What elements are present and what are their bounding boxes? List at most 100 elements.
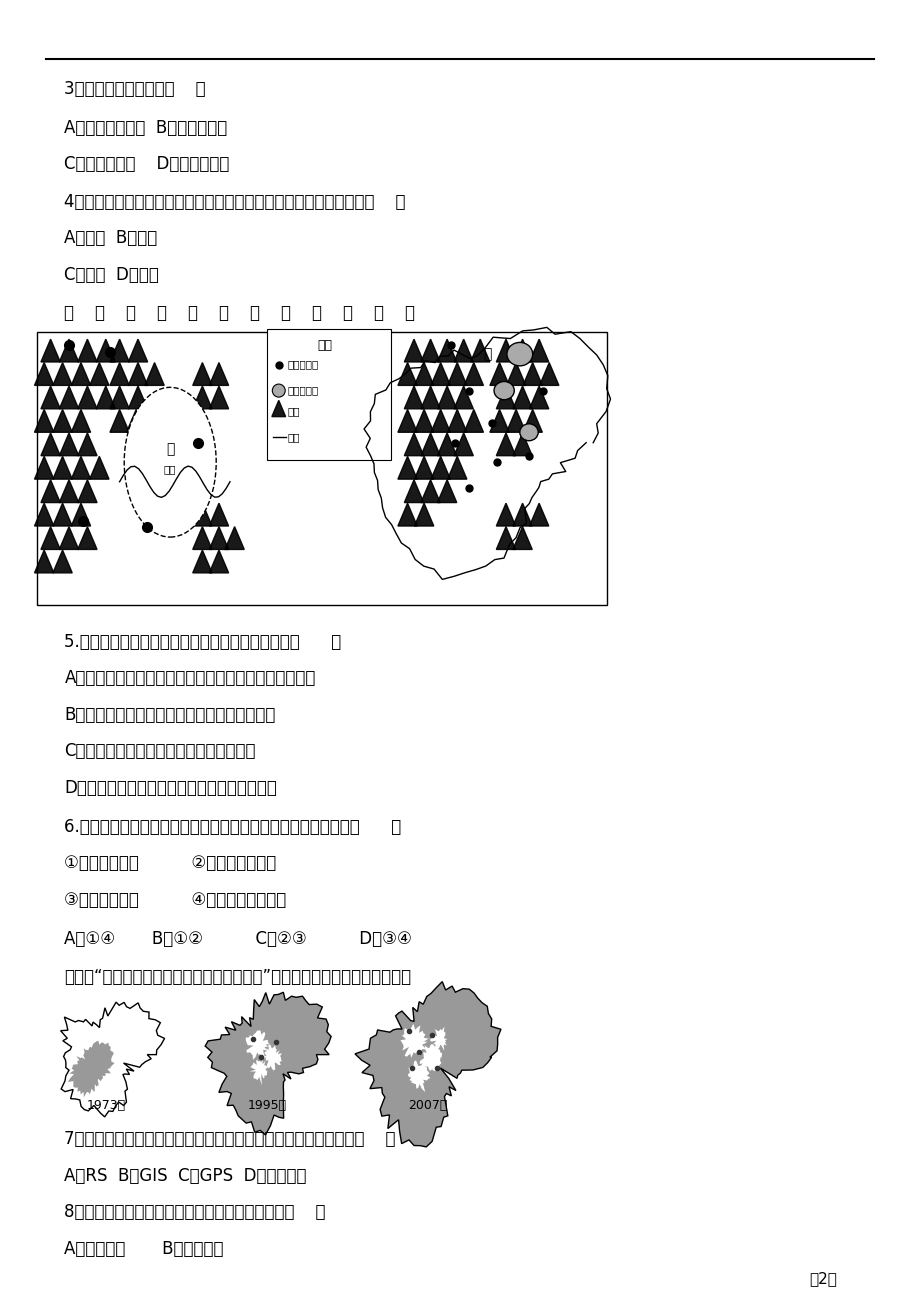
Text: ①夏季热量充足          ②劳动力价格较低: ①夏季热量充足 ②劳动力价格较低 xyxy=(64,854,277,872)
Polygon shape xyxy=(110,409,129,432)
Polygon shape xyxy=(490,409,509,432)
Bar xyxy=(37,332,607,605)
Bar xyxy=(267,329,391,460)
Polygon shape xyxy=(513,432,531,456)
Polygon shape xyxy=(397,409,417,432)
Text: 6.甲、乙两区域分别盛产棉花和天然橡胶，其共同的区位优势是（      ）: 6.甲、乙两区域分别盛产棉花和天然橡胶，其共同的区位优势是（ ） xyxy=(64,818,402,836)
Polygon shape xyxy=(523,363,541,385)
Text: 甲: 甲 xyxy=(165,443,175,456)
Polygon shape xyxy=(210,385,229,409)
Polygon shape xyxy=(35,549,53,573)
Polygon shape xyxy=(471,340,489,362)
Polygon shape xyxy=(96,340,116,362)
Polygon shape xyxy=(90,457,109,479)
Polygon shape xyxy=(90,363,109,385)
Text: －2－: －2－ xyxy=(809,1271,836,1286)
Polygon shape xyxy=(400,1023,428,1057)
Polygon shape xyxy=(72,457,90,479)
Polygon shape xyxy=(437,432,456,456)
Polygon shape xyxy=(245,1030,269,1060)
Text: A．甲区域以冰雪融水补给为主，乙区域以雨水补给为主: A．甲区域以冰雪融水补给为主，乙区域以雨水补给为主 xyxy=(64,669,315,687)
Polygon shape xyxy=(454,432,473,456)
Text: A．森林覆盖率高  B．年降水量多: A．森林覆盖率高 B．年降水量多 xyxy=(64,118,227,137)
Polygon shape xyxy=(129,363,148,385)
Polygon shape xyxy=(193,363,211,385)
Polygon shape xyxy=(496,504,516,526)
Polygon shape xyxy=(145,363,165,385)
Polygon shape xyxy=(60,385,78,409)
Polygon shape xyxy=(61,1003,165,1117)
Polygon shape xyxy=(496,340,516,362)
Polygon shape xyxy=(53,363,72,385)
Polygon shape xyxy=(35,457,53,479)
Polygon shape xyxy=(96,385,116,409)
Text: 3．与乙地相比，甲地（    ）: 3．与乙地相比，甲地（ ） xyxy=(64,79,206,98)
Polygon shape xyxy=(421,385,440,409)
Polygon shape xyxy=(68,1040,115,1098)
Text: A．地形  B．水文: A．地形 B．水文 xyxy=(64,229,157,247)
Polygon shape xyxy=(210,363,229,385)
Polygon shape xyxy=(404,480,424,503)
Polygon shape xyxy=(205,992,331,1135)
Polygon shape xyxy=(414,457,434,479)
Polygon shape xyxy=(496,432,516,456)
Text: 棉花分布区: 棉花分布区 xyxy=(288,359,319,370)
Text: 8．通过该地理信息技术，我们可以得出该区域的（    ）: 8．通过该地理信息技术，我们可以得出该区域的（ ） xyxy=(64,1203,325,1221)
Polygon shape xyxy=(77,385,97,409)
Polygon shape xyxy=(407,1060,430,1092)
Polygon shape xyxy=(397,457,417,479)
Polygon shape xyxy=(193,549,211,573)
Polygon shape xyxy=(127,409,146,432)
Text: 图例: 图例 xyxy=(317,339,332,352)
Polygon shape xyxy=(529,504,548,526)
Polygon shape xyxy=(397,363,417,385)
Text: 橡胶分布区: 橡胶分布区 xyxy=(288,385,319,396)
Text: 盆中: 盆中 xyxy=(164,464,176,474)
Polygon shape xyxy=(421,340,440,362)
Polygon shape xyxy=(529,340,548,362)
Polygon shape xyxy=(53,549,72,573)
Polygon shape xyxy=(40,432,61,456)
Polygon shape xyxy=(496,385,516,409)
Polygon shape xyxy=(60,432,78,456)
Polygon shape xyxy=(430,409,450,432)
Polygon shape xyxy=(506,363,526,385)
Text: 1973年: 1973年 xyxy=(86,1099,125,1112)
Polygon shape xyxy=(72,409,90,432)
Polygon shape xyxy=(430,363,450,385)
Ellipse shape xyxy=(494,381,514,400)
Text: 下图是“某岛屿城市扩展过程及海岸线变化图”，图中阴影表示的是城区范围。: 下图是“某岛屿城市扩展过程及海岸线变化图”，图中阴影表示的是城区范围。 xyxy=(64,967,411,986)
Polygon shape xyxy=(40,527,61,549)
Polygon shape xyxy=(129,340,148,362)
Polygon shape xyxy=(429,1026,448,1051)
Text: 乙: 乙 xyxy=(482,348,492,361)
Polygon shape xyxy=(77,480,97,503)
Polygon shape xyxy=(35,363,53,385)
Text: A．RS  B．GIS  C．GPS  D．数字地球: A．RS B．GIS C．GPS D．数字地球 xyxy=(64,1167,307,1185)
Polygon shape xyxy=(421,432,440,456)
Polygon shape xyxy=(437,340,456,362)
Polygon shape xyxy=(414,504,434,526)
Text: 1995年: 1995年 xyxy=(247,1099,286,1112)
Polygon shape xyxy=(496,527,516,549)
Polygon shape xyxy=(523,409,541,432)
Text: 2007年: 2007年 xyxy=(408,1099,447,1112)
Text: 7．监测该岛屿城市扩展过程及海岸线变化速度的地理信息技术是（    ）: 7．监测该岛屿城市扩展过程及海岸线变化速度的地理信息技术是（ ） xyxy=(64,1130,395,1148)
Polygon shape xyxy=(35,504,53,526)
Polygon shape xyxy=(272,401,286,417)
Polygon shape xyxy=(77,527,97,549)
Polygon shape xyxy=(355,982,501,1147)
Polygon shape xyxy=(72,504,90,526)
Text: C．甲区域以春汛为主，乙区域以夏汛为主: C．甲区域以春汛为主，乙区域以夏汛为主 xyxy=(64,742,255,760)
Polygon shape xyxy=(513,504,531,526)
Text: A．①④       B．①②          C．②③          D．③④: A．①④ B．①② C．②③ D．③④ xyxy=(64,930,412,948)
Polygon shape xyxy=(40,340,61,362)
Polygon shape xyxy=(77,432,97,456)
Text: 下    图    示    意    我    国    甲    、    乙    两    区    域: 下 图 示 意 我 国 甲 、 乙 两 区 域 xyxy=(64,303,415,322)
Text: C．冬季气温高    D．地势起伏小: C．冬季气温高 D．地势起伏小 xyxy=(64,155,230,173)
Polygon shape xyxy=(513,340,531,362)
Polygon shape xyxy=(414,363,434,385)
Polygon shape xyxy=(110,340,129,362)
Polygon shape xyxy=(404,340,424,362)
Polygon shape xyxy=(513,385,531,409)
